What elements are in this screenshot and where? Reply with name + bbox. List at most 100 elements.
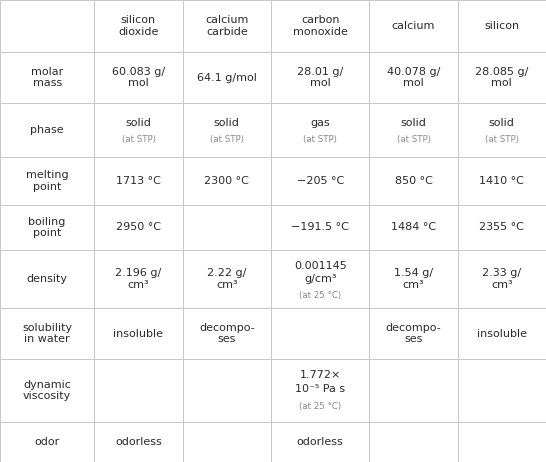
Bar: [0, 52, 94, 103]
Bar: [0, 359, 94, 422]
Bar: [94, 359, 182, 422]
Text: 1410 °C: 1410 °C: [479, 176, 524, 186]
Text: boiling
point: boiling point: [28, 217, 66, 238]
Bar: [271, 205, 370, 250]
Text: 1713 °C: 1713 °C: [116, 176, 161, 186]
Text: decompo-
ses: decompo- ses: [385, 323, 441, 344]
Bar: [370, 103, 458, 157]
Text: 2.196 g/
cm³: 2.196 g/ cm³: [115, 268, 162, 290]
Bar: [182, 52, 271, 103]
Text: density: density: [27, 274, 68, 284]
Text: (at STP): (at STP): [122, 135, 156, 144]
Text: (at 25 °C): (at 25 °C): [299, 402, 341, 412]
Text: solid: solid: [126, 118, 151, 128]
Bar: [458, 205, 546, 250]
Bar: [182, 205, 271, 250]
Text: −205 °C: −205 °C: [296, 176, 344, 186]
Text: insoluble: insoluble: [477, 328, 527, 339]
Text: phase: phase: [31, 125, 64, 135]
Text: 0.001145: 0.001145: [294, 261, 347, 271]
Bar: [271, 157, 370, 205]
Bar: [370, 250, 458, 308]
Bar: [182, 422, 271, 462]
Text: solid: solid: [489, 118, 515, 128]
Text: 28.01 g/
mol: 28.01 g/ mol: [297, 67, 343, 88]
Bar: [94, 52, 182, 103]
Bar: [271, 359, 370, 422]
Bar: [0, 250, 94, 308]
Bar: [458, 422, 546, 462]
Text: (at 25 °C): (at 25 °C): [299, 291, 341, 300]
Bar: [370, 0, 458, 52]
Text: insoluble: insoluble: [114, 328, 163, 339]
Bar: [458, 0, 546, 52]
Text: 10⁻⁵ Pa s: 10⁻⁵ Pa s: [295, 384, 345, 394]
Bar: [271, 52, 370, 103]
Bar: [182, 157, 271, 205]
Bar: [94, 0, 182, 52]
Bar: [458, 250, 546, 308]
Text: g/cm³: g/cm³: [304, 274, 336, 284]
Text: odorless: odorless: [297, 437, 343, 447]
Bar: [182, 359, 271, 422]
Bar: [182, 103, 271, 157]
Text: calcium
carbide: calcium carbide: [205, 15, 248, 37]
Text: 2.22 g/
cm³: 2.22 g/ cm³: [207, 268, 246, 290]
Text: 850 °C: 850 °C: [395, 176, 432, 186]
Text: dynamic
viscosity: dynamic viscosity: [23, 380, 72, 401]
Text: −191.5 °C: −191.5 °C: [291, 222, 349, 232]
Bar: [182, 308, 271, 359]
Text: (at STP): (at STP): [210, 135, 244, 144]
Text: solubility
in water: solubility in water: [22, 323, 72, 344]
Bar: [271, 422, 370, 462]
Text: molar
mass: molar mass: [31, 67, 63, 88]
Text: 1.54 g/
cm³: 1.54 g/ cm³: [394, 268, 433, 290]
Bar: [94, 422, 182, 462]
Bar: [94, 103, 182, 157]
Text: carbon
monoxide: carbon monoxide: [293, 15, 348, 37]
Text: calcium: calcium: [392, 21, 435, 31]
Bar: [0, 0, 94, 52]
Text: 2950 °C: 2950 °C: [116, 222, 161, 232]
Text: 64.1 g/mol: 64.1 g/mol: [197, 73, 257, 83]
Text: melting
point: melting point: [26, 170, 68, 192]
Text: solid: solid: [214, 118, 240, 128]
Text: 2355 °C: 2355 °C: [479, 222, 524, 232]
Text: decompo-
ses: decompo- ses: [199, 323, 254, 344]
Bar: [458, 308, 546, 359]
Text: silicon: silicon: [484, 21, 519, 31]
Text: odorless: odorless: [115, 437, 162, 447]
Bar: [458, 157, 546, 205]
Text: 1.772×: 1.772×: [299, 370, 341, 380]
Text: 28.085 g/
mol: 28.085 g/ mol: [475, 67, 529, 88]
Text: 2300 °C: 2300 °C: [204, 176, 249, 186]
Bar: [94, 250, 182, 308]
Text: 2.33 g/
cm³: 2.33 g/ cm³: [482, 268, 521, 290]
Bar: [271, 250, 370, 308]
Bar: [0, 157, 94, 205]
Text: odor: odor: [34, 437, 60, 447]
Bar: [0, 205, 94, 250]
Bar: [458, 359, 546, 422]
Bar: [0, 308, 94, 359]
Text: gas: gas: [310, 118, 330, 128]
Text: (at STP): (at STP): [396, 135, 430, 144]
Bar: [370, 205, 458, 250]
Bar: [0, 422, 94, 462]
Text: 40.078 g/
mol: 40.078 g/ mol: [387, 67, 440, 88]
Bar: [458, 52, 546, 103]
Bar: [271, 103, 370, 157]
Text: (at STP): (at STP): [303, 135, 337, 144]
Bar: [0, 103, 94, 157]
Bar: [94, 308, 182, 359]
Text: (at STP): (at STP): [485, 135, 519, 144]
Bar: [94, 205, 182, 250]
Text: 1484 °C: 1484 °C: [391, 222, 436, 232]
Bar: [370, 422, 458, 462]
Bar: [370, 157, 458, 205]
Bar: [94, 157, 182, 205]
Bar: [182, 0, 271, 52]
Bar: [458, 103, 546, 157]
Bar: [370, 52, 458, 103]
Text: 60.083 g/
mol: 60.083 g/ mol: [112, 67, 165, 88]
